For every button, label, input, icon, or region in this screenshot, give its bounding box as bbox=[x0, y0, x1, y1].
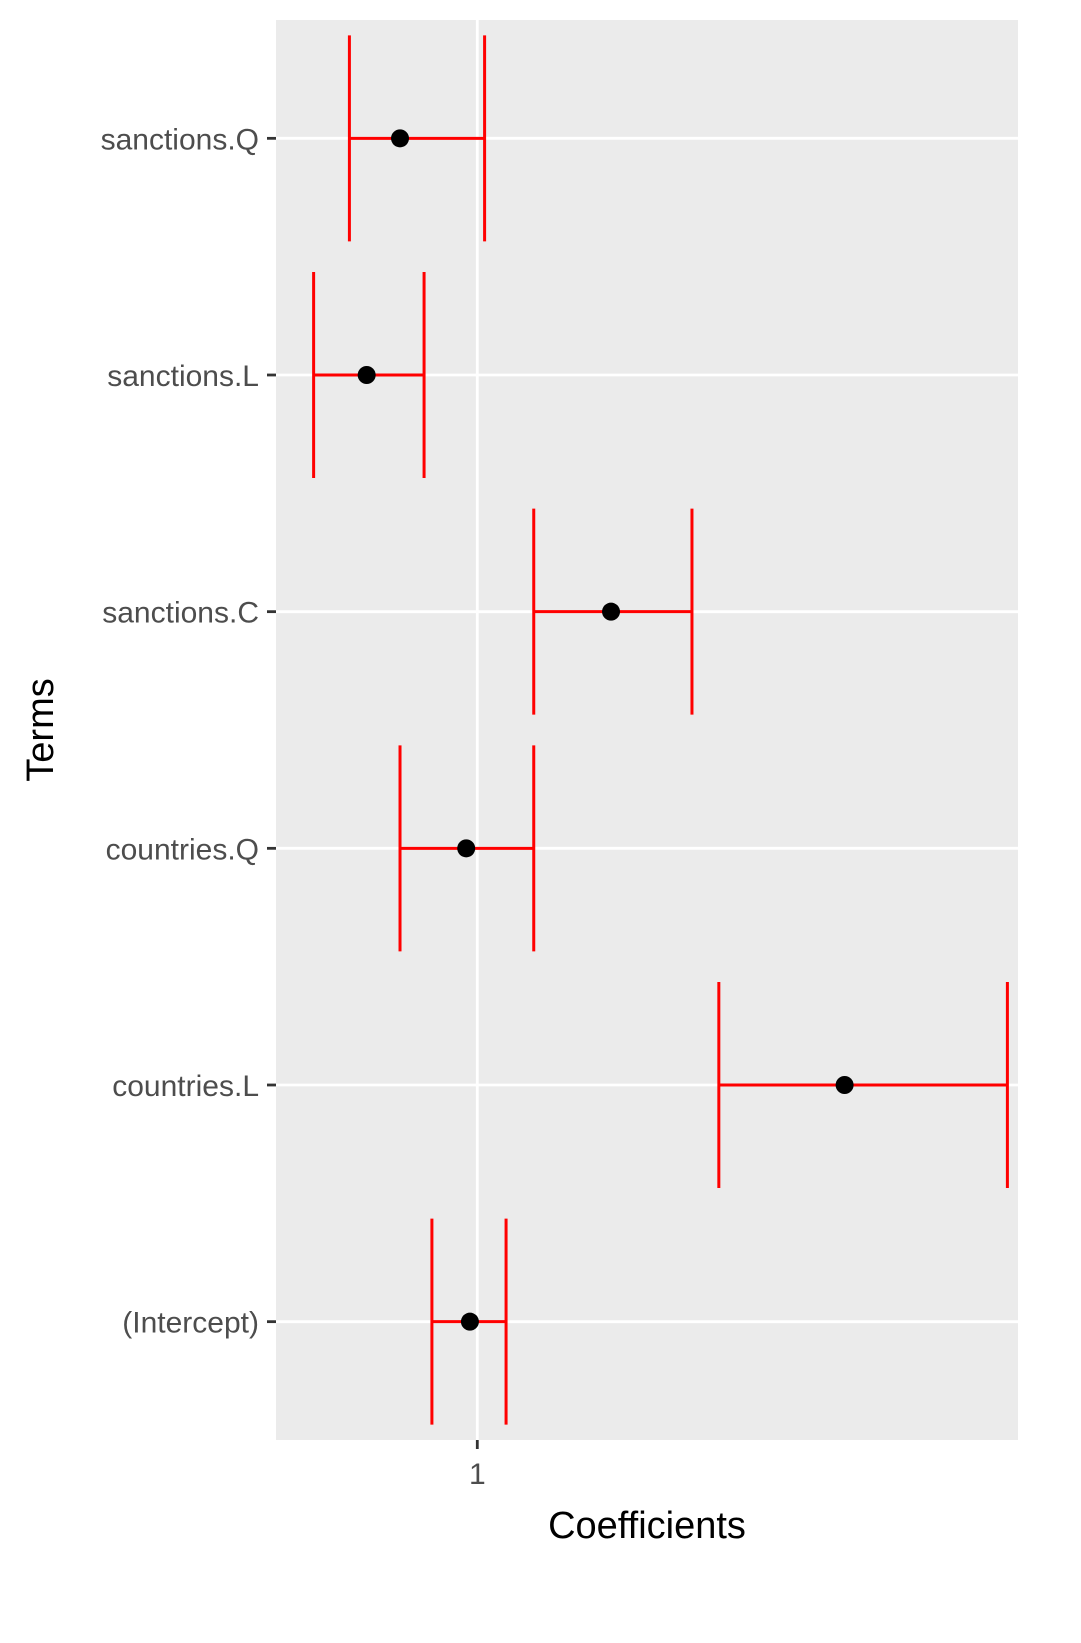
error-bars bbox=[312, 35, 1009, 1425]
y-tick-label: (Intercept) bbox=[122, 1307, 259, 1340]
estimate-point bbox=[835, 1076, 854, 1094]
y-tick-label: sanctions.Q bbox=[101, 123, 259, 156]
y-axis: (Intercept) countries.L countries.Q sanctio… bbox=[101, 123, 276, 1340]
x-axis-title: Coefficients bbox=[548, 1505, 746, 1547]
plot-panel bbox=[276, 20, 1018, 1440]
y-tick-label: sanctions.C bbox=[102, 597, 259, 630]
estimate-point bbox=[602, 602, 621, 621]
y-tick-label: countries.Q bbox=[106, 833, 259, 866]
x-tick-label: 1 bbox=[469, 1458, 486, 1491]
x-axis: 1 bbox=[469, 1440, 486, 1491]
estimate-point bbox=[460, 1312, 479, 1331]
estimate-point bbox=[357, 366, 376, 384]
y-axis-title: Terms bbox=[20, 678, 62, 781]
estimate-point bbox=[457, 839, 476, 858]
y-tick-label: sanctions.L bbox=[107, 360, 259, 393]
estimate-point bbox=[391, 129, 410, 148]
y-tick-label: countries.L bbox=[112, 1070, 259, 1103]
estimate-points bbox=[357, 129, 854, 1331]
